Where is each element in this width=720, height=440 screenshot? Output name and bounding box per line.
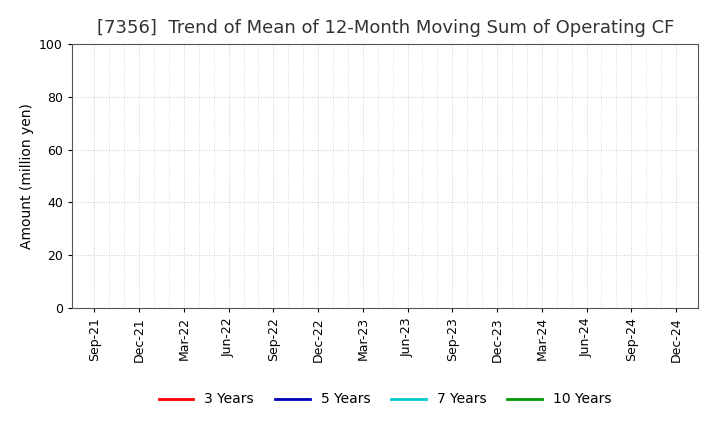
Y-axis label: Amount (million yen): Amount (million yen) <box>19 103 34 249</box>
Title: [7356]  Trend of Mean of 12-Month Moving Sum of Operating CF: [7356] Trend of Mean of 12-Month Moving … <box>96 19 674 37</box>
Legend: 3 Years, 5 Years, 7 Years, 10 Years: 3 Years, 5 Years, 7 Years, 10 Years <box>153 387 617 412</box>
